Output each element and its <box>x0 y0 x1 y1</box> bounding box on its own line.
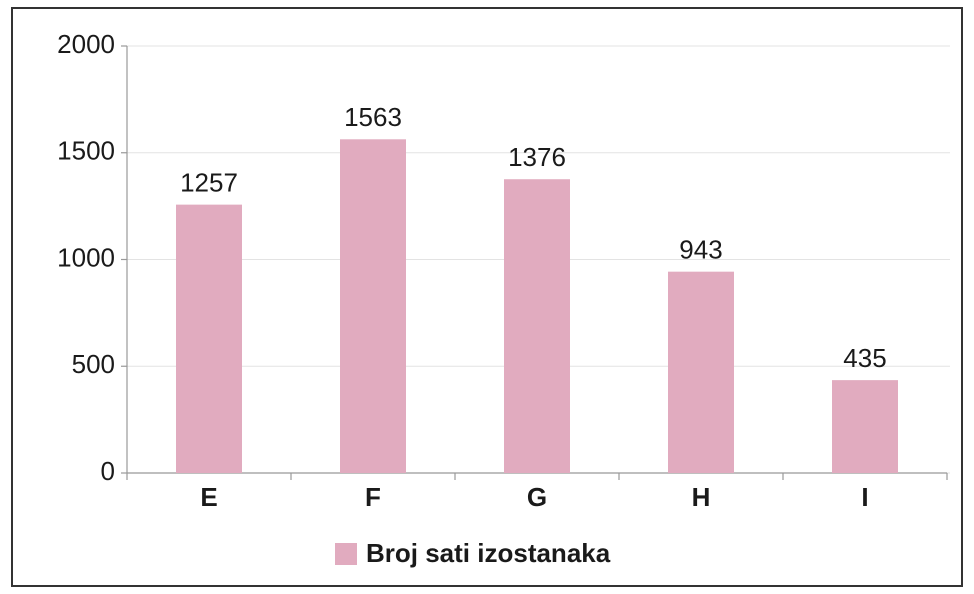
bar <box>832 380 898 473</box>
y-tick-label: 1500 <box>57 136 115 166</box>
data-label: 943 <box>679 235 722 265</box>
data-label: 435 <box>843 343 886 373</box>
x-tick-label: F <box>365 482 381 512</box>
y-tick-label: 500 <box>72 349 115 379</box>
bar <box>176 204 242 473</box>
x-tick-label: H <box>692 482 711 512</box>
x-tick-label: G <box>527 482 547 512</box>
y-tick-label: 1000 <box>57 242 115 272</box>
bar <box>340 139 406 473</box>
x-tick-label: E <box>200 482 217 512</box>
legend-swatch <box>335 543 357 565</box>
x-tick-label: I <box>861 482 868 512</box>
bar <box>504 179 570 473</box>
bar <box>668 271 734 473</box>
y-tick-label: 2000 <box>57 29 115 59</box>
chart-frame <box>11 7 963 587</box>
legend-label: Broj sati izostanaka <box>366 538 611 568</box>
y-tick-label: 0 <box>101 456 115 486</box>
data-label: 1376 <box>508 142 566 172</box>
data-label: 1257 <box>180 168 238 198</box>
data-label: 1563 <box>344 102 402 132</box>
